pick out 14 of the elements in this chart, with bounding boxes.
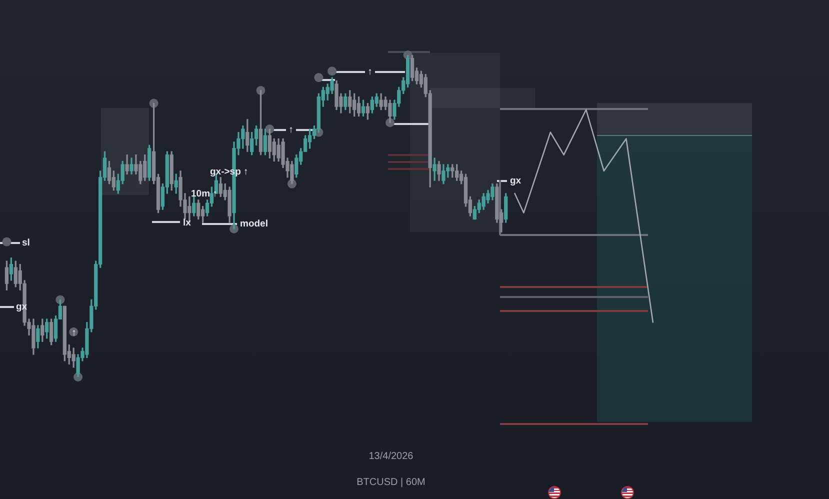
annotation: ↑	[288, 124, 294, 136]
annotation: lx	[183, 217, 191, 228]
annotation: gx	[16, 301, 28, 312]
text: BTCUSD | 60M	[356, 477, 426, 488]
annotation: 10m ↑	[191, 188, 218, 200]
annotation: sl	[22, 237, 30, 248]
annotation: ↑	[72, 327, 76, 338]
annotation: gx	[510, 175, 522, 186]
annotation: model	[240, 218, 268, 230]
point	[2, 237, 12, 246]
annotation: ↑	[368, 66, 372, 78]
point	[314, 73, 324, 82]
point	[328, 66, 337, 76]
text: 13/4/2026	[368, 451, 414, 462]
